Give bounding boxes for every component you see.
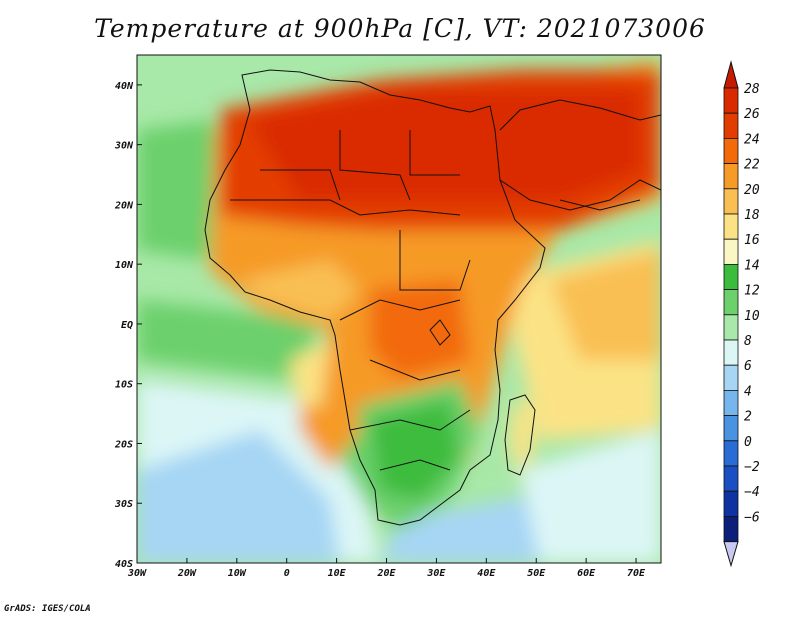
lat-tick-label: 20S: [114, 439, 133, 450]
lat-tick-label: 20N: [114, 200, 134, 211]
lat-tick-label: 30S: [114, 499, 133, 510]
lon-tick-label: 30W: [127, 568, 147, 579]
colorbar-label: 2: [744, 410, 752, 425]
colorbar-swatch: [723, 314, 739, 341]
lon-tick-label: 10E: [328, 568, 347, 579]
colorbar-swatch: [723, 87, 739, 114]
colorbar-label: 0: [744, 435, 752, 450]
lon-tick-label: 0: [284, 568, 290, 579]
colorbar-swatch: [723, 112, 739, 139]
lat-tick-label: 40N: [115, 81, 134, 92]
lon-tick-label: 30E: [426, 568, 446, 579]
colorbar-swatch: [723, 238, 739, 265]
colorbar-label: −2: [744, 460, 760, 475]
colorbar-swatch: [723, 440, 739, 467]
lon-tick-label: 60E: [577, 568, 596, 579]
plot-frame: [136, 54, 662, 564]
colorbar-swatch: [723, 364, 739, 391]
lat-tick-label: EQ: [121, 320, 133, 331]
lon-tick-label: 70E: [627, 568, 646, 579]
colorbar-swatch: [723, 389, 739, 416]
colorbar-label: 24: [744, 132, 760, 147]
colorbar-swatch: [723, 339, 739, 366]
colorbar-swatch: [723, 263, 739, 290]
colorbar-label: 14: [744, 258, 760, 273]
colorbar-bottom-arrow: [723, 541, 739, 568]
colorbar-label: 16: [744, 233, 760, 248]
colorbar-label: 18: [744, 208, 760, 223]
colorbar-top-arrow: [723, 60, 739, 89]
colorbar-label: 4: [744, 384, 752, 399]
colorbar-label: −4: [744, 485, 760, 500]
colorbar-swatch: [723, 465, 739, 492]
colorbar-label: 28: [744, 82, 760, 97]
colorbar-label: 20: [744, 183, 760, 198]
colorbar-label: 22: [744, 158, 760, 173]
colorbar-swatch: [723, 490, 739, 517]
colorbar-label: −6: [744, 510, 760, 525]
lat-tick-label: 30N: [114, 141, 134, 152]
coastlines: [204, 69, 661, 526]
map-title: Temperature at 900hPa [C], VT: 202107300…: [94, 14, 706, 43]
colorbar-swatch: [723, 188, 739, 215]
longitude-ticks: 30W 20W 10W 0 10E 20E 30E 40E 50E 60E 70E: [127, 558, 646, 579]
colorbar-swatch: [723, 415, 739, 442]
footer-credit: GrADS: IGES/COLA: [4, 604, 91, 614]
colorbar-label: 10: [744, 309, 760, 324]
lon-tick-label: 20W: [177, 568, 197, 579]
lat-tick-label: 40S: [115, 559, 133, 570]
lon-tick-label: 50E: [527, 568, 546, 579]
latitude-ticks: 40N 30N 20N 10N EQ 10S 20S 30S 40S: [114, 81, 142, 570]
colorbar-swatch: [723, 137, 739, 164]
lat-tick-label: 10N: [115, 260, 134, 271]
colorbar-label: 26: [744, 107, 760, 122]
lat-tick-label: 10S: [115, 380, 133, 391]
lon-tick-label: 10W: [228, 568, 247, 579]
colorbar-label: 12: [744, 284, 760, 299]
colorbar-swatch: [723, 213, 739, 240]
colorbar-swatch: [723, 516, 739, 543]
colorbar-swatch: [723, 163, 739, 190]
colorbar-swatch: [723, 289, 739, 316]
lon-tick-label: 40E: [477, 568, 496, 579]
lon-tick-label: 20E: [376, 568, 396, 579]
colorbar-label: 6: [744, 359, 752, 374]
colorbar-label: 8: [744, 334, 752, 349]
temperature-field: [137, 55, 661, 563]
